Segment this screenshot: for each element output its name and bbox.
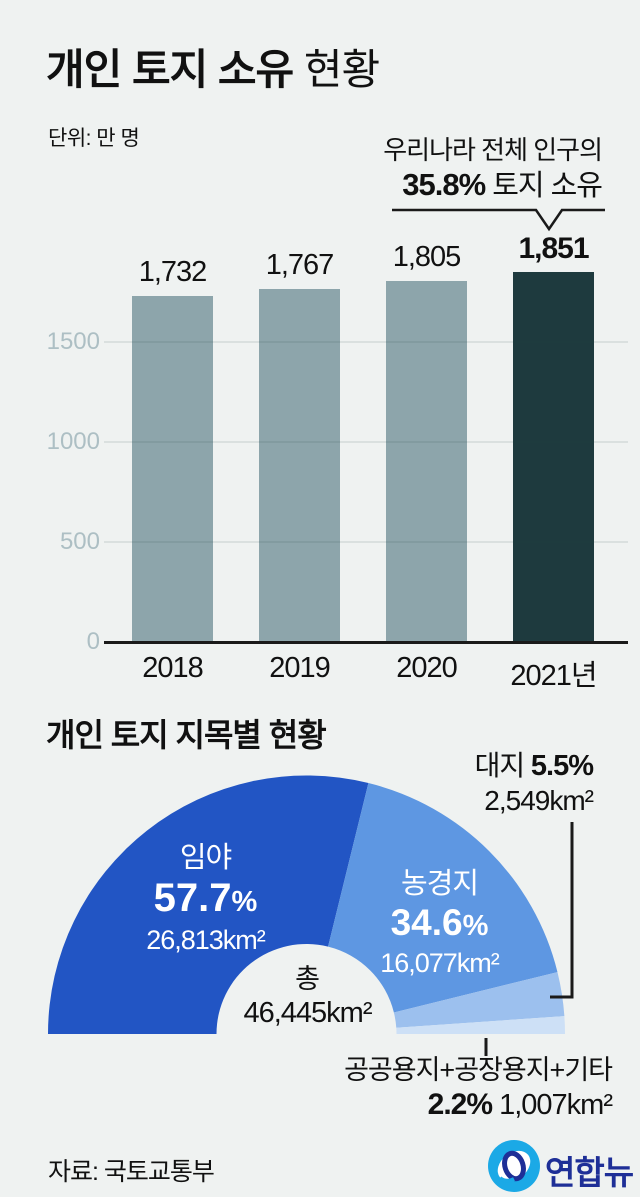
x-axis-tick-label: 2021년 (510, 660, 597, 692)
unit-label: 단위: 만 명 (48, 127, 140, 150)
imya-name: 임야 (179, 842, 232, 874)
page-title: 개인 토지 소유 현황 (46, 44, 380, 96)
x-axis-line (104, 641, 628, 644)
section-title: 개인 토지 지목별 현황 (46, 717, 327, 753)
gridline (104, 341, 628, 343)
semi-donut-chart (48, 775, 565, 1034)
donut-slice-대지 (393, 972, 565, 1028)
slice-label-public: 공공용지+공장용지+기타 2.2% 1,007km² (344, 1054, 613, 1124)
bar-2021년 (513, 271, 594, 642)
bar-value-label: 1,767 (265, 248, 335, 281)
donut-slice-임야 (48, 775, 369, 1034)
donut-center-label: 총 46,445km² (225, 962, 390, 1030)
bar-value-label: 1,805 (392, 241, 462, 273)
x-axis-tick-label: 2018 (142, 652, 204, 684)
source-label: 자료: 국토교통부 (48, 1158, 215, 1186)
nong-pct: 34.6 (390, 902, 463, 943)
nong-pct-sign: % (462, 910, 489, 942)
daeji-callout-line (550, 822, 574, 999)
annotation-pointer-line (392, 208, 605, 232)
y-axis-tick-label: 1000 (46, 428, 100, 455)
annotation-rest: 토지 소유 (485, 170, 603, 202)
bar-2020 (386, 281, 467, 642)
gridline (104, 541, 628, 543)
y-axis-tick-label: 500 (59, 528, 100, 555)
x-axis-tick-label: 2020 (396, 652, 458, 684)
bar-value-label: 1,732 (138, 255, 208, 288)
x-axis-tick-label: 2019 (269, 652, 331, 684)
slice-label-daeji: 대지 5.5% 2,549km² (474, 748, 594, 817)
y-axis-tick-label: 0 (86, 628, 100, 655)
slice-label-imya: 임야 57.7% 26,813km² (118, 841, 293, 956)
bar-2018 (132, 295, 213, 642)
yonhap-logo-text: 연합뉴스 (545, 1154, 634, 1191)
nong-area: 16,077km² (380, 948, 500, 978)
y-axis-tick-label: 1500 (46, 328, 100, 355)
page-title-rest: 현황 (293, 46, 380, 93)
daeji-pct: 5.5% (530, 750, 594, 782)
total-value: 46,445km² (243, 997, 372, 1029)
imya-pct: 57.7 (153, 876, 232, 920)
population-annotation: 우리나라 전체 인구의 35.8% 토지 소유 (383, 134, 603, 204)
page-title-strong: 개인 토지 소유 (46, 46, 294, 93)
daeji-area: 2,549km² (484, 785, 594, 816)
imya-area: 26,813km² (146, 925, 266, 955)
gridline (104, 441, 628, 443)
yonhap-logo-mark (488, 1140, 540, 1192)
imya-pct-sign: % (231, 886, 258, 918)
bar-value-label: 1,851 (518, 231, 589, 265)
slice-label-nonggyeongji: 농경지 34.6% 16,077km² (352, 867, 527, 979)
donut-slice-공공용지+공장용지+기타 (396, 1016, 565, 1034)
total-label: 총 (295, 964, 320, 994)
public-name: 공공용지+공장용지+기타 (344, 1055, 613, 1085)
bar-2019 (259, 288, 340, 642)
annotation-line1: 우리나라 전체 인구의 (383, 135, 603, 165)
nong-name: 농경지 (400, 868, 479, 900)
public-area: 1,007km² (499, 1089, 613, 1121)
public-pct: 2.2% (427, 1088, 493, 1121)
daeji-name: 대지 (474, 750, 526, 781)
annotation-percent: 35.8% (402, 167, 486, 202)
donut-slice-농경지 (328, 783, 558, 1013)
